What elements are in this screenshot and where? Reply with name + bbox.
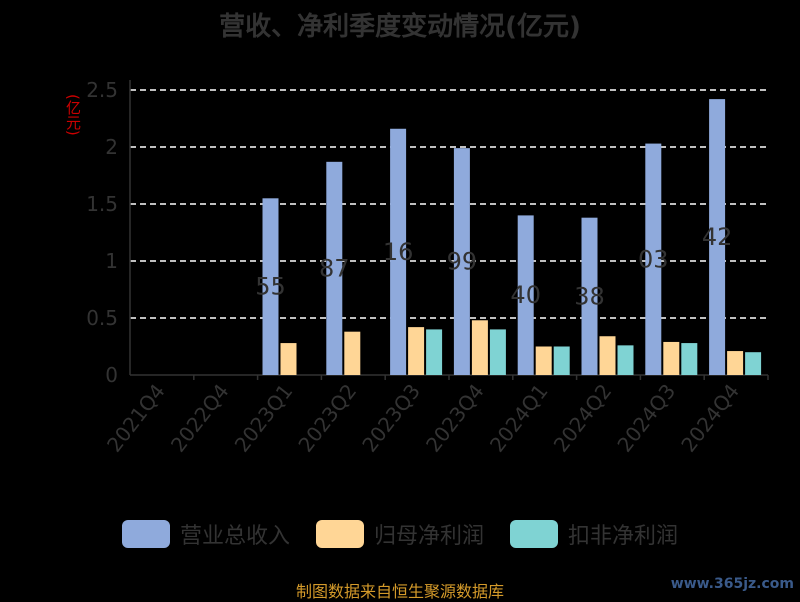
x-tick-label-2: 2023Q1 [230,379,298,456]
bar-chart: 00.511.522.52021Q42022Q42023Q12023Q22023… [86,78,769,457]
bar-s0-2023Q3 [390,128,407,375]
bar-label-revenue-2023Q1: 55 [255,273,286,301]
legend-label-deducted-profit: 扣非净利润 [568,524,679,549]
y-axis-label: (亿元) [64,94,82,136]
legend-item-net-profit[interactable]: 归母净利润 [315,518,484,550]
bar-s0-2024Q2 [581,217,598,375]
legend-item-revenue[interactable]: 营业总收入 [121,518,290,550]
bar-label-revenue-2023Q4: 99 [447,248,478,276]
bar-s1-2024Q3 [663,341,680,375]
bar-s0-2023Q4 [453,148,470,375]
bar-s0-2023Q1 [262,198,279,375]
bar-s0-2024Q4 [709,99,726,376]
legend: 营业总收入 归母净利润 扣非净利润 [0,518,800,550]
legend-swatch-revenue [121,520,170,548]
bar-s2-2023Q4 [489,329,506,375]
bar-s1-2023Q3 [408,327,425,375]
bar-s2-2024Q1 [553,346,570,375]
bar-s1-2023Q4 [471,320,488,375]
bar-s0-2023Q2 [326,161,343,375]
watermark-logo: www.365jz.com [670,576,794,592]
x-tick-label-4: 2023Q3 [357,379,425,456]
y-tick-label-1: 0.5 [86,306,118,330]
legend-label-net-profit: 归母净利润 [373,524,484,549]
bar-s0-2024Q1 [517,215,534,375]
bar-label-revenue-2024Q1: 40 [510,281,541,309]
bar-s2-2024Q4 [745,352,762,375]
bar-s1-2024Q1 [535,346,552,375]
bar-s1-2023Q1 [280,343,297,375]
x-tick-label-3: 2023Q2 [293,379,361,456]
y-tick-label-5: 2.5 [86,78,118,102]
bar-label-revenue-2023Q3: 16 [383,238,414,266]
bar-s1-2024Q4 [727,351,744,375]
y-tick-label-2: 1 [105,249,118,273]
x-tick-label-5: 2023Q4 [421,379,489,456]
x-tick-label-8: 2024Q3 [612,379,680,456]
y-tick-label-0: 0 [105,363,118,387]
bar-s1-2024Q2 [599,336,616,375]
legend-label-revenue: 营业总收入 [179,524,290,549]
x-tick-label-1: 2022Q4 [166,379,234,456]
legend-swatch-net-profit [315,520,364,548]
legend-item-deducted-profit[interactable]: 扣非净利润 [510,518,678,550]
x-tick-label-0: 2021Q4 [102,379,170,456]
bar-label-revenue-2024Q3: 03 [638,245,669,273]
bar-s2-2024Q2 [617,345,634,375]
bar-s2-2024Q3 [681,343,698,375]
bar-s2-2023Q3 [426,329,443,375]
chart-title: 营收、净利季度变动情况(亿元) [219,12,581,42]
bar-s0-2024Q3 [645,143,662,375]
bar-s1-2023Q2 [344,331,361,375]
legend-swatch-deducted-profit [510,520,558,548]
bar-label-revenue-2023Q2: 87 [319,254,350,282]
y-tick-label-3: 1.5 [86,192,118,216]
x-tick-label-9: 2024Q4 [676,379,744,456]
data-source-note: 制图数据来自恒生聚源数据库 [295,582,504,601]
x-tick-label-7: 2024Q2 [549,379,617,456]
y-tick-label-4: 2 [105,135,118,159]
x-tick-label-6: 2024Q1 [485,379,553,456]
bar-label-revenue-2024Q2: 38 [574,282,605,310]
bar-label-revenue-2024Q4: 42 [702,223,733,251]
